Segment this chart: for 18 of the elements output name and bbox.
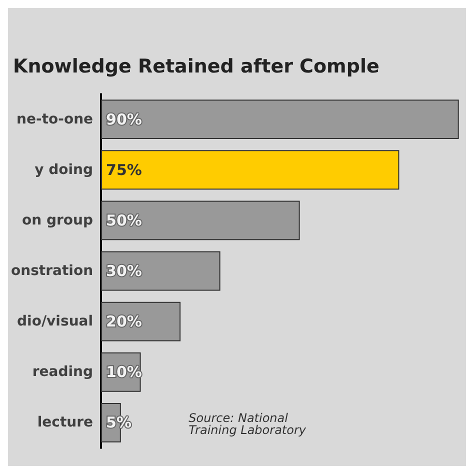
y-tick-label: on group bbox=[22, 212, 94, 228]
data-label: 75% bbox=[106, 160, 142, 179]
y-tick-label: onstration bbox=[10, 263, 94, 279]
bar bbox=[101, 200, 300, 240]
y-tick-label: reading bbox=[32, 364, 94, 380]
bar bbox=[101, 251, 220, 291]
data-label: 50% bbox=[106, 211, 142, 230]
y-tick-label: dio/visual bbox=[17, 314, 94, 330]
y-tick-label: ne-to-one bbox=[16, 111, 94, 128]
chart-title: Knowledge Retained after Comple bbox=[13, 56, 380, 78]
bar bbox=[101, 150, 400, 190]
data-label: 90% bbox=[106, 110, 142, 128]
data-label: 20% bbox=[106, 312, 142, 331]
annotation: Source: National Training Laboratory bbox=[188, 411, 307, 437]
y-tick-label: y doing bbox=[34, 162, 94, 178]
data-label: 30% bbox=[106, 262, 142, 280]
y-tick-label: lecture bbox=[37, 414, 94, 431]
bar bbox=[101, 100, 459, 140]
